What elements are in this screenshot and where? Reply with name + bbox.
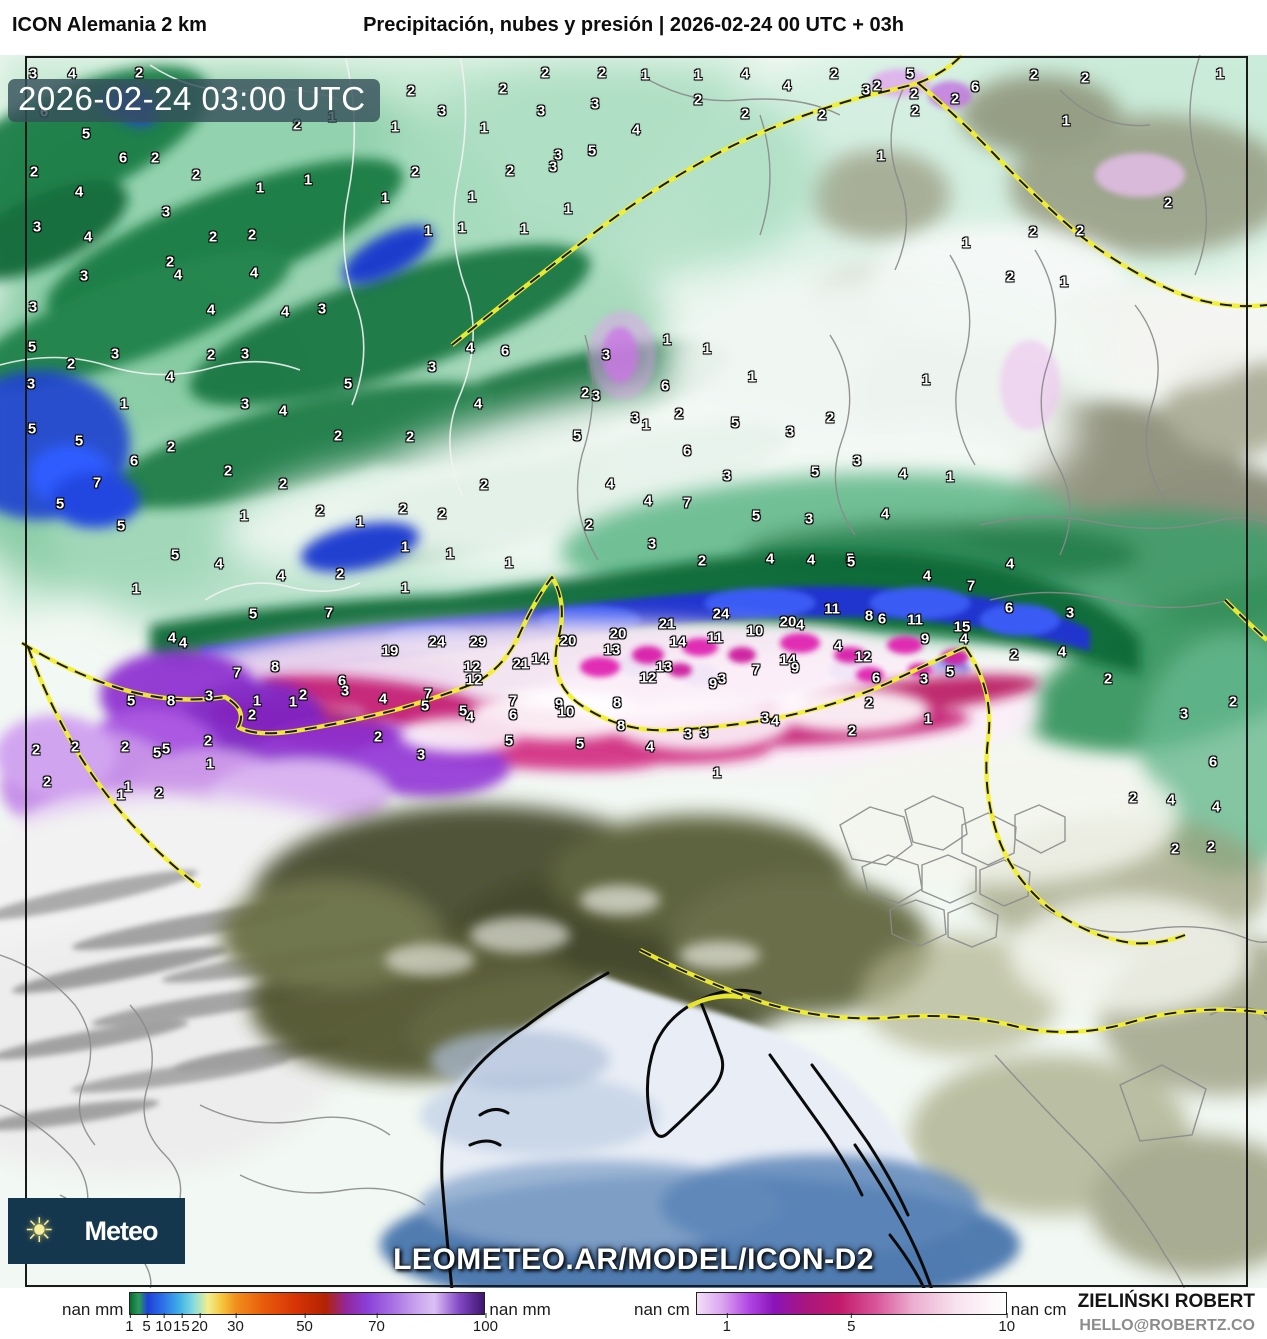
legend-tick: 5 <box>142 1313 151 1335</box>
map-canvas <box>0 55 1267 1290</box>
sun-icon: ☀ <box>24 1212 55 1250</box>
author-name: ZIELIŃSKI ROBERT <box>1077 1291 1255 1312</box>
cm-gradient-bar <box>695 1292 1007 1315</box>
coastline <box>440 971 934 1290</box>
legend-tick: 70 <box>368 1313 385 1335</box>
legend-tick: 1 <box>722 1313 732 1335</box>
watermark: LEOMETEO.AR/MODEL/ICON-D2 <box>393 1243 874 1276</box>
clouds-bottom-right <box>820 745 1250 1015</box>
timestamp-chip: 2026-02-24 03:00 UTC <box>8 79 380 122</box>
legend-bar: nan mm 1 5 10 15 20 30 50 70 100 nan mm nan cm 1… <box>0 1288 1267 1339</box>
legend-cm-unit-left: nan cm <box>634 1300 690 1319</box>
legend-tick: 10 <box>998 1313 1016 1335</box>
precip-legend-mm: nan mm 1 5 10 15 20 30 50 70 100 nan mm <box>62 1292 551 1335</box>
adriatic-sea <box>380 975 1020 1290</box>
logo-text: Meteo <box>84 1215 158 1246</box>
weather-map-graphic <box>0 55 1267 1290</box>
legend-tick: 50 <box>296 1313 313 1335</box>
legend-tick: 30 <box>227 1313 244 1335</box>
legend-tick: 10 <box>155 1313 172 1335</box>
snow-legend-cm: nan cm 1 5 10 nan cm <box>634 1292 1067 1335</box>
logo: ☀ Meteo <box>8 1198 185 1264</box>
national-borders-dash <box>21 55 1267 1034</box>
legend-mm-unit-right: nan mm <box>489 1300 551 1319</box>
author-contact: HELLO@ROBERTZ.CO <box>1079 1316 1255 1334</box>
legend-tick: 100 <box>472 1313 498 1335</box>
snow-band-white-cores <box>400 688 930 753</box>
legend-tick: 20 <box>191 1313 208 1335</box>
snow-band-speckles <box>580 69 1185 683</box>
mm-gradient-bar <box>129 1292 486 1315</box>
page-title: Precipitación, nubes y presión | 2026-02… <box>363 14 904 36</box>
legend-tick: 1 <box>125 1313 134 1335</box>
cm-ticks: 1 5 10 <box>696 1313 1015 1335</box>
admin-borders-gray <box>0 55 1267 1290</box>
map-frame <box>25 56 1248 1287</box>
mm-ticks: 1 5 10 15 20 30 50 70 100 <box>125 1313 498 1335</box>
legend-tick: 15 <box>173 1313 190 1335</box>
model-name: ICON Alemania 2 km <box>12 14 207 36</box>
header: ICON Alemania 2 km Precipitación, nubes … <box>0 0 1267 55</box>
legend-mm-unit-left: nan mm <box>62 1300 124 1319</box>
legend-tick: 5 <box>847 1313 856 1335</box>
credit-block: ZIELIŃSKI ROBERT HELLO@ROBERTZ.CO <box>1078 1289 1255 1336</box>
olive-snow-speckles <box>385 885 760 976</box>
legend-cm-unit-right: nan cm <box>1010 1300 1067 1319</box>
